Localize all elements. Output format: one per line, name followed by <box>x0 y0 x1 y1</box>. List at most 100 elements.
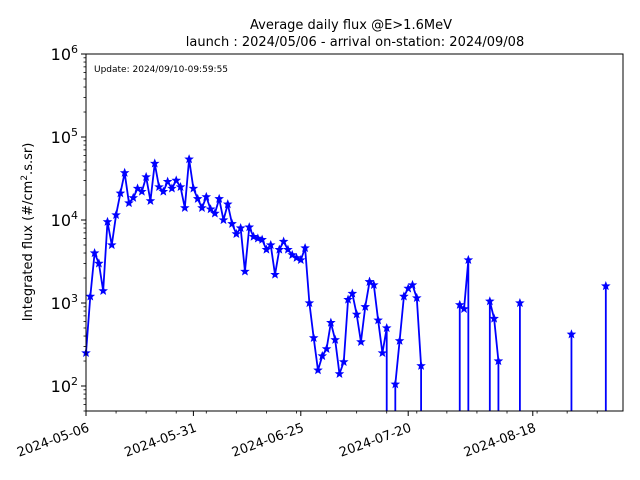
data-point-star <box>356 336 366 346</box>
x-tick-label: 2024-05-31 <box>123 421 199 461</box>
data-point-star <box>175 181 186 192</box>
data-point-star <box>321 343 332 353</box>
data-point-star <box>210 208 220 218</box>
data-point-star <box>158 186 169 196</box>
data-point-star <box>351 309 362 319</box>
y-axis-label-tail: .s.sr) <box>21 143 36 175</box>
data-point-star <box>85 291 96 301</box>
data-point-star <box>360 301 371 311</box>
data-point-star <box>270 269 280 279</box>
x-tick-label: 2024-06-25 <box>230 421 306 461</box>
data-point-star <box>253 233 263 243</box>
data-point-star <box>98 285 108 295</box>
data-point-star <box>197 202 207 212</box>
data-point-star <box>283 244 293 254</box>
x-tick-label: 2024-07-20 <box>337 421 413 461</box>
data-point-star <box>227 218 237 228</box>
y-tick-base: 10 <box>51 128 71 147</box>
data-point-star <box>201 191 212 201</box>
data-point-star <box>167 183 177 193</box>
y-axis-label-main: Integrated flux (#/cm <box>21 181 36 322</box>
data-point-star <box>180 202 190 212</box>
data-point-star <box>330 334 340 344</box>
data-point-star <box>124 198 134 208</box>
y-tick-base: 10 <box>51 45 71 64</box>
data-point-star <box>188 183 199 193</box>
series-line <box>394 284 422 411</box>
y-tick-label: 102 <box>51 375 78 396</box>
data-point-star <box>300 242 310 253</box>
data-point-star <box>377 347 388 358</box>
data-point-star <box>412 292 422 303</box>
data-point-star <box>94 258 104 268</box>
data-point-star <box>128 192 139 202</box>
data-point-star <box>137 186 147 196</box>
plot-frame <box>85 53 624 412</box>
data-point-star <box>141 171 151 182</box>
data-point-star <box>184 154 194 164</box>
data-point-star <box>463 254 474 265</box>
data-point-star <box>106 239 117 250</box>
series-line <box>369 281 388 411</box>
data-point-star <box>205 204 216 214</box>
data-point-star <box>235 223 246 233</box>
data-point-star <box>222 199 233 209</box>
data-point-star <box>240 266 250 276</box>
data-point-star <box>257 234 267 244</box>
data-point-star <box>115 188 126 198</box>
y-tick-base: 10 <box>51 294 71 313</box>
y-tick-label: 104 <box>51 209 78 230</box>
data-point-star <box>373 315 383 325</box>
data-point-star <box>274 244 285 254</box>
x-axis-ticks: 2024-05-06 2024-05-31 2024-06-25 2024-07-20… <box>15 411 598 461</box>
data-point-star <box>304 297 315 308</box>
y-tick-base: 10 <box>51 377 71 396</box>
y-tick-exp: 3 <box>71 292 78 305</box>
data-point-star <box>248 231 259 241</box>
data-point-star <box>278 236 289 246</box>
data-point-star <box>489 313 499 323</box>
y-tick-base: 10 <box>51 211 71 230</box>
y-tick-label: 103 <box>51 292 78 313</box>
data-point-star <box>313 365 323 375</box>
data-point-star <box>485 296 495 306</box>
data-point-star <box>343 294 353 304</box>
data-point-star <box>261 244 272 254</box>
data-point-star <box>493 355 504 366</box>
data-point-star <box>394 335 405 345</box>
data-point-star <box>566 329 577 339</box>
data-point-star <box>162 176 173 186</box>
update-annotation: Update: 2024/09/10-09:59:55 <box>94 65 228 75</box>
data-point-star <box>89 248 100 258</box>
data-point-star <box>119 167 130 177</box>
data-point-star <box>407 279 418 290</box>
chart-title-line1: Average daily flux @E>1.6MeV <box>250 18 452 33</box>
y-tick-label: 106 <box>51 43 78 64</box>
data-point-star <box>149 158 160 168</box>
data-point-star <box>308 332 319 342</box>
data-point-star <box>317 350 328 361</box>
data-point-star <box>369 279 379 290</box>
data-point-star <box>192 193 203 203</box>
data-point-star <box>244 222 255 232</box>
chart-title-line2: launch : 2024/05/06 - arrival on-station… <box>186 35 524 50</box>
data-point-star <box>459 303 469 313</box>
data-point-star <box>347 288 358 298</box>
data-point-star <box>102 216 113 226</box>
y-axis-label: Integrated flux (#/cm2.s.sr) <box>20 143 36 322</box>
data-point-star <box>399 291 409 301</box>
data-point-star <box>296 254 306 265</box>
plot-area <box>81 154 611 411</box>
data-point-star <box>454 299 465 309</box>
data-point-star <box>390 379 401 389</box>
y-axis-label-sup: 2 <box>20 175 30 181</box>
data-point-star <box>381 322 392 333</box>
data-point-star <box>218 214 229 225</box>
y-tick-exp: 5 <box>71 126 78 139</box>
data-point-star <box>601 281 611 291</box>
data-point-star <box>334 368 345 378</box>
data-point-star <box>111 209 121 220</box>
x-tick-label: 2024-05-06 <box>15 421 91 461</box>
